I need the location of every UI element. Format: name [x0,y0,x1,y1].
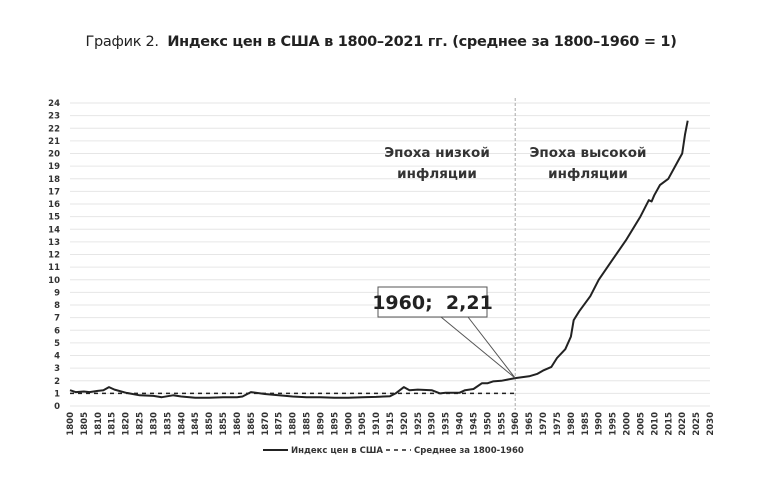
x-tick-label: 2030 [706,412,716,436]
y-tick-label: 15 [48,213,60,223]
x-tick-label: 1900 [344,412,354,436]
y-tick-label: 2 [54,377,60,387]
x-tick-label: 1865 [247,412,257,436]
x-tick-label: 1845 [191,412,201,436]
y-tick-label: 3 [54,364,60,374]
y-tick-label: 5 [54,339,60,349]
x-tick-label: 1805 [80,412,90,436]
x-tick-label: 1870 [261,412,271,436]
y-tick-label: 11 [48,263,60,273]
series-price-index-line [69,120,689,399]
legend: Индекс цен в США Среднее за 1800-1960 [263,446,524,456]
x-tick-label: 1945 [469,412,479,436]
x-tick-label: 1880 [289,412,299,436]
era-low-label-line1: Эпоха низкой [384,145,490,161]
y-tick-label: 22 [48,124,60,134]
era-high-label-line2: инфляции [548,166,628,182]
x-tick-label: 2010 [650,412,660,436]
callout-box [377,286,488,318]
chart-title-prefix: График 2. [85,34,159,50]
x-tick-label: 1955 [497,412,507,436]
x-tick-label: 1915 [386,412,396,436]
era-low-label-line2: инфляции [397,166,477,182]
x-tick-label: 1920 [400,412,410,436]
x-tick-label: 1940 [456,412,466,436]
y-tick-label: 12 [48,251,60,261]
x-tick-label: 2015 [664,412,674,436]
x-tick-label: 2000 [623,412,633,436]
y-tick-label: 20 [48,150,60,160]
y-tick-label: 8 [54,301,60,311]
x-tick-label: 1905 [358,412,368,436]
x-tick-label: 1825 [136,412,146,436]
x-tick-label: 1995 [609,412,619,436]
x-tick-label: 1985 [581,412,591,436]
x-tick-label: 1950 [483,412,493,436]
x-tick-label: 1875 [275,412,285,436]
x-tick-label: 1990 [595,412,605,436]
y-tick-label: 17 [48,187,60,197]
y-tick-label: 21 [48,137,60,147]
x-tick-label: 1930 [428,412,438,436]
x-axis-ticks: 1800 1805 1810 1815 1820 1825 1830 1835 1840 1845… [66,412,716,436]
x-tick-label: 1885 [303,412,313,436]
x-tick-label: 1855 [219,412,229,436]
x-tick-label: 1935 [442,412,452,436]
x-tick-label: 1800 [66,412,76,436]
y-tick-label: 7 [54,314,60,324]
legend-label-average: Среднее за 1800-1960 [414,446,524,456]
x-tick-label: 1890 [316,412,326,436]
y-tick-label: 1 [54,389,60,399]
x-tick-label: 1840 [177,412,187,436]
chart-title-main: Индекс цен в США в 1800–2021 гг. (средне… [167,34,677,50]
y-tick-label: 16 [48,200,60,210]
x-tick-label: 1850 [205,412,215,436]
x-tick-label: 1815 [108,412,118,436]
x-tick-label: 1910 [372,412,382,436]
callout-text: 1960; 2,21 [372,292,493,314]
x-tick-label: 2025 [692,412,702,436]
x-tick-label: 1970 [539,412,549,436]
y-tick-label: 10 [48,276,60,286]
callout-pointer [440,316,516,379]
x-tick-label: 1860 [233,412,243,436]
x-tick-label: 1820 [122,412,132,436]
x-tick-label: 1830 [149,412,159,436]
x-tick-label: 1925 [414,412,424,436]
chart-title: График 2. Индекс цен в США в 1800–2021 г… [0,34,762,50]
y-tick-label: 19 [48,162,60,172]
y-tick-label: 23 [48,112,60,122]
y-tick-label: 9 [54,288,60,298]
x-tick-label: 1965 [525,412,535,436]
x-tick-label: 1835 [163,412,173,436]
y-tick-label: 4 [54,352,60,362]
x-tick-label: 1975 [553,412,563,436]
gridlines [70,102,710,407]
y-tick-label: 24 [48,99,60,109]
y-tick-label: 18 [48,175,60,185]
x-tick-label: 2020 [678,412,688,436]
y-tick-label: 6 [54,326,60,336]
legend-label-index: Индекс цен в США [291,446,383,456]
era-high-label-line1: Эпоха высокой [530,145,647,161]
y-tick-label: 0 [54,402,60,412]
x-tick-label: 1895 [330,412,340,436]
x-tick-label: 1980 [567,412,577,436]
x-tick-label: 1960 [511,412,521,436]
x-tick-label: 2005 [636,412,646,436]
y-tick-label: 14 [48,225,60,235]
x-tick-label: 1810 [94,412,104,436]
callout: 1960; 2,21 [372,286,516,379]
y-tick-label: 13 [48,238,60,248]
